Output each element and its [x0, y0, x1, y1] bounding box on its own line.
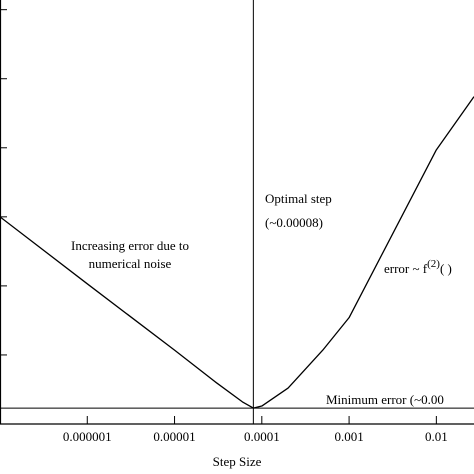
annotation-part: (2): [427, 258, 440, 270]
x-tick-label: 0.00001: [153, 429, 195, 444]
annotation-part: error ~ f: [384, 261, 428, 276]
x-tick-label: 0.01: [425, 429, 448, 444]
annotation: Increasing error due to: [71, 238, 189, 253]
x-tick-label: 0.001: [334, 429, 363, 444]
annotation: (~0.00008): [265, 215, 323, 230]
annotation: Optimal step: [265, 191, 332, 206]
annotation: numerical noise: [89, 256, 172, 271]
x-axis-label: Step Size: [213, 454, 262, 469]
x-tick-label: 0.0001: [244, 429, 280, 444]
annotation: Minimum error (~0.00: [326, 392, 444, 407]
annotation-part: ( ): [440, 261, 452, 276]
annotation: error ~ f(2)( ): [384, 258, 452, 276]
error-curve: [0, 96, 474, 409]
x-tick-label: 0.000001: [63, 429, 112, 444]
